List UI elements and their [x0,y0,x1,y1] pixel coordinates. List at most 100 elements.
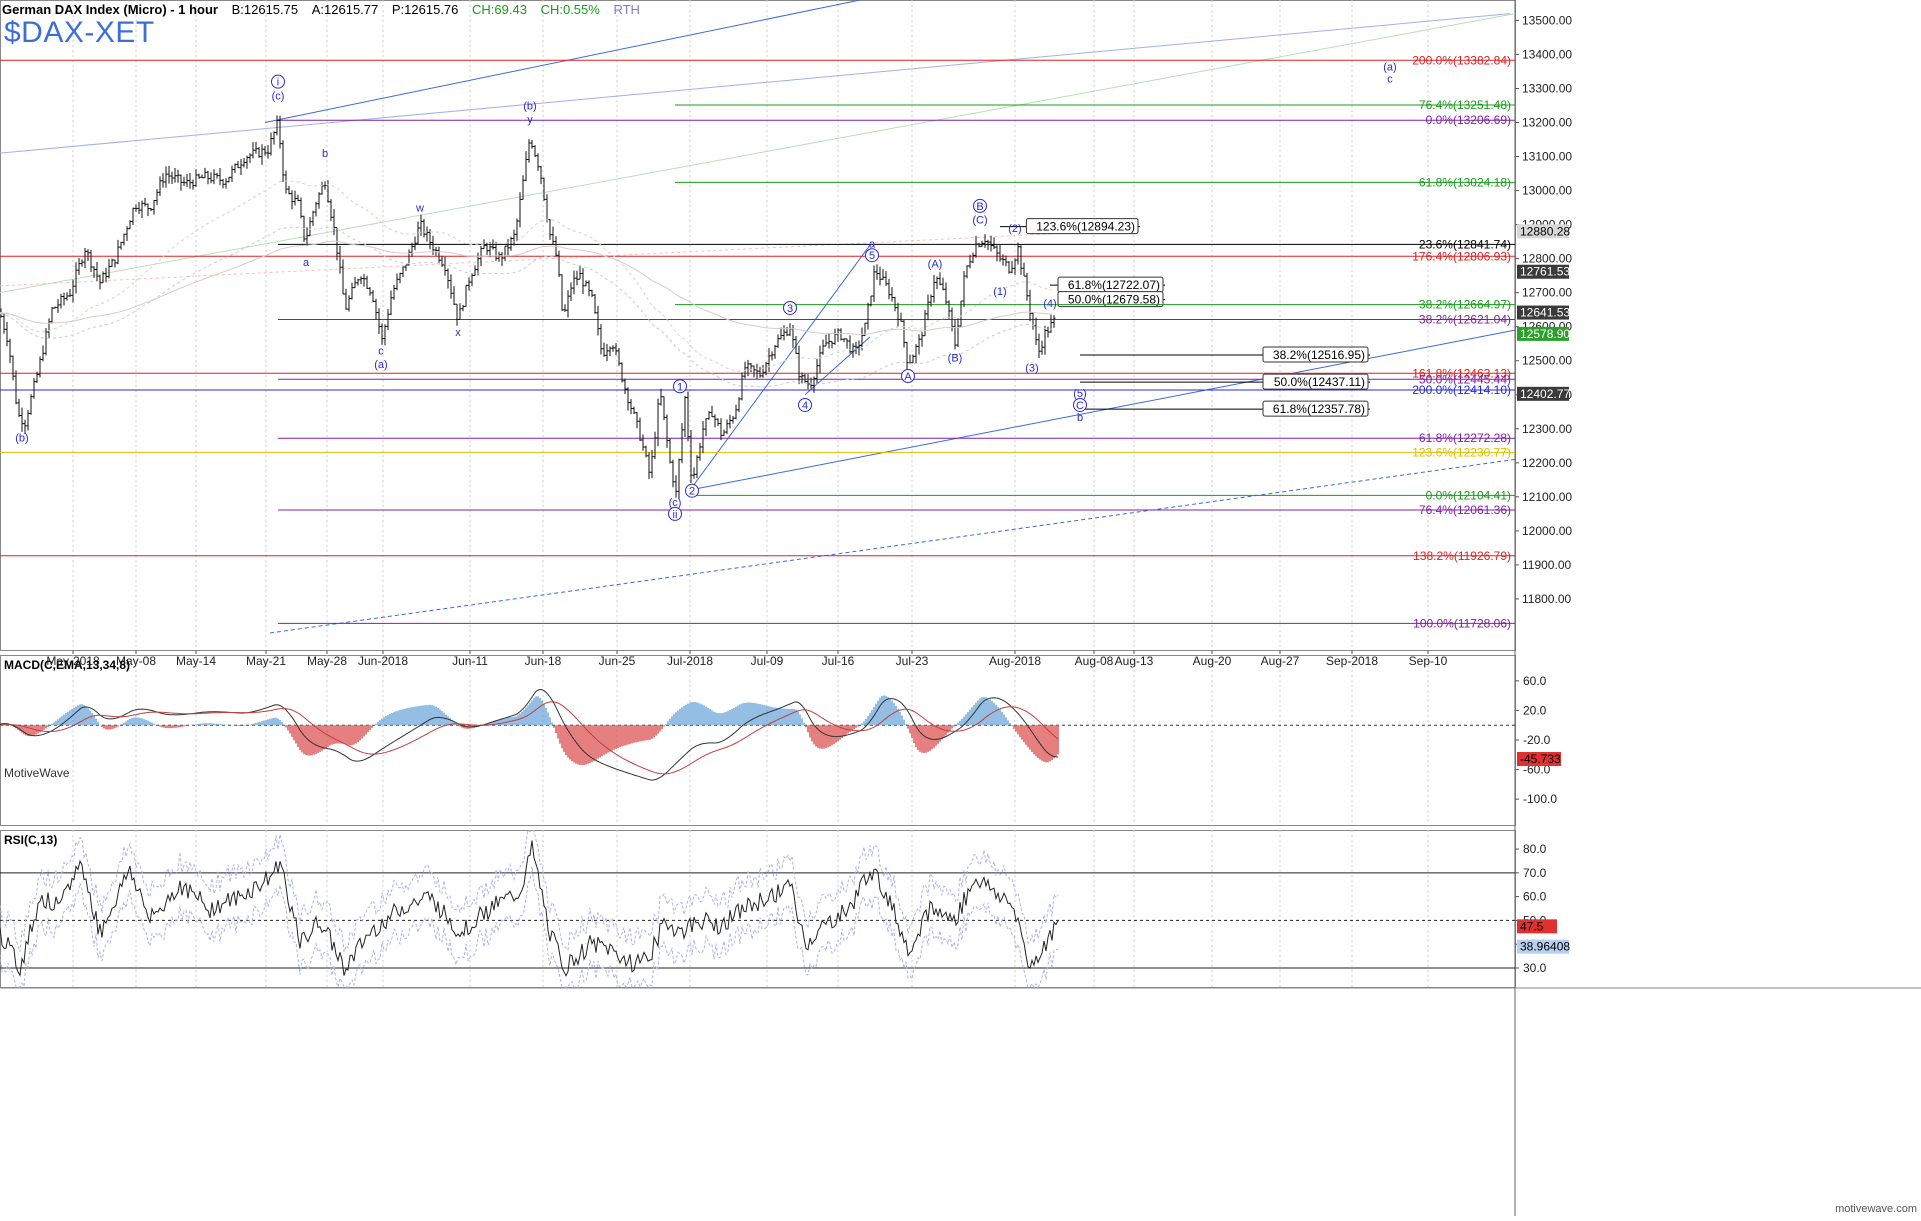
y-tick-label: 12800.00 [1522,252,1572,266]
chart-header: German DAX Index (Micro) - 1 hour B:1261… [2,2,640,17]
ohlc-bar [185,173,189,187]
ohlc-bar [317,192,321,209]
ohlc-bar [989,235,993,252]
wave-label: (c) [669,497,682,509]
trend-line [0,13,1516,294]
rsi-value-tag-box [1517,939,1569,954]
ohlc-bar [638,417,642,441]
ohlc-bar [698,442,702,461]
fib-label: 61.8%(13024.18) [1419,175,1511,189]
ohlc-bar [701,421,705,454]
ohlc-bar [293,190,297,206]
ohlc-bar [95,262,99,282]
fib-label: 61.8%(12272.28) [1419,431,1511,445]
ohlc-bar [806,374,810,390]
ohlc-bar [620,362,624,383]
ohlc-bar [149,207,153,212]
ohlc-bar [578,265,582,280]
ohlc-bar [341,259,345,295]
macd-line [0,688,1059,781]
fib-label: 0.0%(12104.41) [1426,488,1511,502]
ohlc-bar [248,153,252,163]
ohlc-bar [1022,262,1026,277]
ohlc-bar [857,340,861,356]
ohlc-bar [1028,289,1032,322]
x-tick-label: Aug-27 [1261,654,1300,668]
ohlc-bar [278,115,282,149]
ohlc-bar [56,299,60,313]
ohlc-bar [494,241,498,261]
wave-label: x [455,327,461,339]
fib-label: 50.0%(12445.44) [1419,372,1511,386]
macd-tick-label: -100.0 [1523,792,1557,806]
ohlc-bar [629,399,633,415]
ohlc-bar [443,256,447,276]
ohlc-bar [266,145,270,159]
ohlc-bar [1052,315,1056,328]
ohlc-bar [920,331,924,347]
ohlc-bar [446,268,450,289]
ohlc-bar [623,378,627,395]
wave-label: A [904,371,912,383]
ohlc-bar [896,302,900,327]
ohlc-bar [968,254,972,269]
wave-label: b [1077,412,1083,424]
ohlc-bar [314,201,318,217]
macd-tick-label: 20.0 [1523,703,1547,717]
ohlc-bar [92,266,96,278]
ohlc-bar [551,226,555,245]
y-tick-label: 11800.00 [1522,592,1571,606]
ohlc-bar [158,176,162,196]
ohlc-bar [2,312,6,334]
y-tick-label: 11900.00 [1522,558,1571,572]
ohlc-bar [152,200,156,215]
ohlc-bar [50,306,54,324]
ohlc-bar [839,328,843,341]
wave-label-circle [973,198,987,213]
ohlc-bar [128,220,132,230]
ohlc-bar [137,201,141,214]
wave-label-circle [685,483,699,498]
fib-label: 123.6%(12230.77) [1412,445,1511,459]
ohlc-bar [428,229,432,250]
ohlc-bar [995,245,999,262]
x-tick-label: Jul-23 [896,654,929,668]
trend-line [689,329,1516,491]
ohlc-bar [1040,340,1044,355]
ohlc-bar [473,265,477,276]
ohlc-bar [272,131,276,145]
ohlc-bar [332,209,336,236]
ohlc-bar [668,438,672,464]
ohlc-bar [812,376,816,393]
macd-pane: MACD(C,EMA,13,34,8) [0,658,1515,781]
ohlc-bar [539,165,543,185]
wave-label: a [303,257,310,269]
ohlc-bar [449,274,453,299]
ohlc-bar [719,418,723,440]
ohlc-bar [233,163,237,174]
fib-label-box [1262,346,1369,363]
rsi-pane: RSI(C,13) [0,829,1515,989]
ohlc-bar [941,277,945,291]
wave-label: (5) [1073,388,1086,400]
ohlc-bar [932,274,936,303]
ohlc-bar [326,180,330,203]
y-tick-label: 12300.00 [1522,422,1572,436]
wave-label: (A) [928,259,943,271]
ohlc-bar [254,141,258,154]
wave-label: (2) [1008,223,1021,235]
price-tag: 12880.28 [1520,224,1570,238]
ohlc-bar [515,218,519,242]
ohlc-bar [83,247,87,268]
fib-label: 76.4%(12061.36) [1419,503,1511,517]
ohlc-bar [827,333,831,349]
ohlc-bar [284,170,288,194]
wave-label-circle [673,379,687,394]
ohlc-bar [788,323,792,336]
fib-label: 100.0%(11728.06) [1413,616,1511,630]
ohlc-bar [344,288,348,310]
ohlc-bar [761,364,765,378]
ohlc-bar [329,199,333,221]
ohlc-bar [878,266,882,286]
